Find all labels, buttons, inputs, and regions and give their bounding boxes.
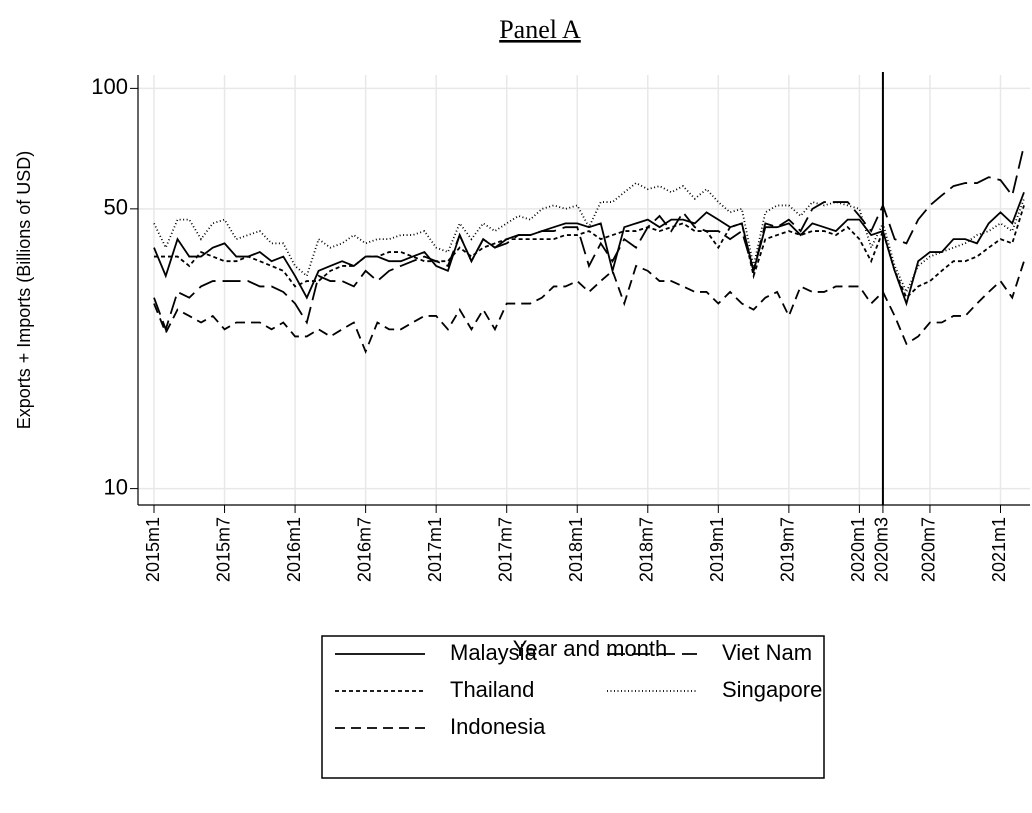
- x-tick-label: 2020m7: [919, 517, 939, 582]
- x-tick-label: 2016m7: [354, 517, 374, 582]
- x-tick-label: 2017m7: [495, 517, 515, 582]
- y-tick-label: 100: [91, 74, 128, 99]
- x-tick-label: 2015m1: [143, 517, 163, 582]
- legend-label: Thailand: [450, 677, 534, 702]
- x-tick-label: 2020m1: [848, 517, 868, 582]
- y-tick-label: 10: [104, 474, 128, 499]
- x-tick-label: 2021m1: [989, 517, 1009, 582]
- x-tick-label: 2015m7: [213, 517, 233, 582]
- legend-label: Viet Nam: [722, 640, 812, 665]
- x-tick-label: 2020m3: [872, 517, 892, 582]
- chart-title: Panel A: [499, 15, 581, 44]
- x-tick-label: 2019m1: [707, 517, 727, 582]
- legend-label: Singapore: [722, 677, 822, 702]
- y-axis-label: Exports + Imports (Billions of USD): [14, 151, 34, 430]
- legend-label: Indonesia: [450, 714, 546, 739]
- legend-label: Malaysia: [450, 640, 538, 665]
- series-line: [153, 260, 1025, 354]
- x-tick-label: 2018m7: [637, 517, 657, 582]
- x-tick-label: 2016m1: [284, 517, 304, 582]
- series-line: [153, 181, 1025, 295]
- x-tick-label: 2017m1: [425, 517, 445, 582]
- x-tick-label: 2019m7: [778, 517, 798, 582]
- y-tick-label: 50: [104, 195, 128, 220]
- legend-box: [321, 635, 825, 779]
- series-line: [153, 145, 1025, 333]
- x-tick-label: 2018m1: [566, 517, 586, 582]
- series-line: [154, 205, 1025, 300]
- x-axis-label: Year and month: [513, 636, 668, 661]
